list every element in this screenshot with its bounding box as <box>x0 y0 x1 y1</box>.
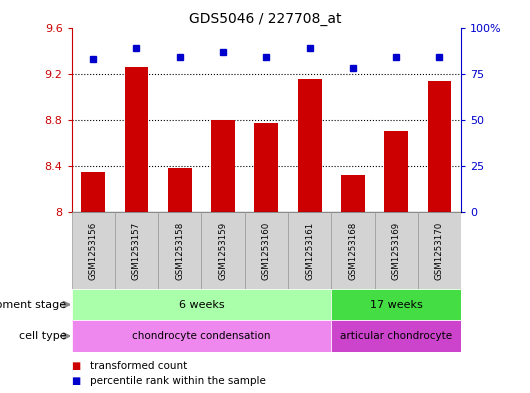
Text: development stage: development stage <box>0 299 66 310</box>
Bar <box>331 320 461 352</box>
Text: GDS5046 / 227708_at: GDS5046 / 227708_at <box>189 12 341 26</box>
Bar <box>201 212 245 289</box>
Text: GSM1253159: GSM1253159 <box>218 222 227 279</box>
Text: GSM1253168: GSM1253168 <box>348 221 357 280</box>
Bar <box>81 172 105 212</box>
Text: cell type: cell type <box>19 331 66 341</box>
Bar <box>168 168 192 212</box>
Text: GSM1253169: GSM1253169 <box>392 222 401 279</box>
Bar <box>72 320 331 352</box>
Text: GSM1253160: GSM1253160 <box>262 221 271 280</box>
Text: 17 weeks: 17 weeks <box>370 299 422 310</box>
Bar <box>211 120 235 212</box>
Text: 6 weeks: 6 weeks <box>179 299 224 310</box>
Bar <box>72 289 331 320</box>
Bar <box>288 212 331 289</box>
Text: GSM1253156: GSM1253156 <box>89 221 98 280</box>
Bar <box>158 212 201 289</box>
Bar <box>72 212 115 289</box>
Text: ■: ■ <box>72 361 81 371</box>
Text: GSM1253161: GSM1253161 <box>305 221 314 280</box>
Bar <box>384 131 408 212</box>
Text: GSM1253158: GSM1253158 <box>175 221 184 280</box>
Bar <box>245 212 288 289</box>
Text: ■: ■ <box>72 376 81 386</box>
Bar <box>428 81 452 212</box>
Text: percentile rank within the sample: percentile rank within the sample <box>90 376 266 386</box>
Text: articular chondrocyte: articular chondrocyte <box>340 331 452 341</box>
Text: GSM1253170: GSM1253170 <box>435 221 444 280</box>
Bar <box>254 123 278 212</box>
Text: transformed count: transformed count <box>90 361 187 371</box>
Bar <box>375 212 418 289</box>
Text: GSM1253157: GSM1253157 <box>132 221 141 280</box>
Bar <box>331 289 461 320</box>
Bar <box>418 212 461 289</box>
Bar <box>331 212 375 289</box>
Bar <box>115 212 158 289</box>
Bar <box>125 67 148 212</box>
Text: chondrocyte condensation: chondrocyte condensation <box>132 331 271 341</box>
Bar <box>341 175 365 212</box>
Bar <box>298 79 322 212</box>
